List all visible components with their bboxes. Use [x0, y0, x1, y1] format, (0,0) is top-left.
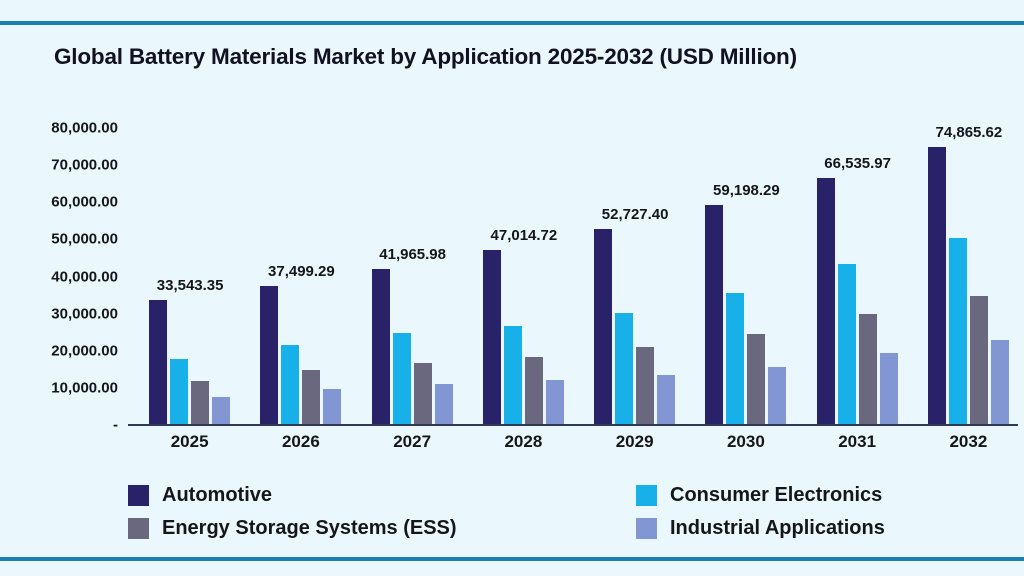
y-axis-tick-labels: 80,000.00 70,000.00 60,000.00 50,000.00 40,0… — [0, 0, 128, 576]
bar-2030-series-1[interactable] — [726, 292, 745, 425]
bar-2028-series-0[interactable] — [482, 250, 501, 425]
bar-cluster — [482, 128, 564, 425]
data-label-2027: 41,965.98 — [379, 246, 446, 264]
bar-2026-series-0[interactable] — [260, 285, 279, 425]
x-axis-tick-2027: 2027 — [393, 432, 432, 451]
bar-cluster — [594, 128, 676, 425]
bar-2027-series-2[interactable] — [413, 362, 432, 425]
plot-area — [128, 128, 1018, 425]
bar-2027-series-0[interactable] — [371, 269, 390, 425]
y-axis-tick-40000: 40,000.00 — [51, 268, 118, 285]
data-label-2030: 59,198.29 — [713, 182, 780, 200]
legend-item-0[interactable]: Automotive — [128, 484, 272, 507]
legend-swatch-icon-1 — [636, 485, 657, 506]
legend-swatch-icon-0 — [128, 485, 149, 506]
bar-2026-series-2[interactable] — [302, 370, 321, 425]
bar-group-2025 — [149, 128, 231, 425]
bar-cluster — [816, 128, 898, 425]
x-axis-tick-2032: 2032 — [949, 432, 988, 451]
bar-2028-series-2[interactable] — [524, 356, 543, 425]
bar-2025-series-3[interactable] — [212, 397, 231, 425]
bar-group-2029 — [594, 128, 676, 425]
y-axis-tick-70000: 70,000.00 — [51, 156, 118, 174]
bar-2031-series-1[interactable] — [837, 264, 856, 425]
bar-2029-series-3[interactable] — [657, 374, 676, 425]
legend-swatch-icon-2 — [128, 518, 149, 539]
data-label-2028: 47,014.72 — [490, 227, 558, 245]
bar-2032-series-1[interactable] — [948, 237, 967, 425]
data-label-2029: 52,727.40 — [601, 206, 669, 224]
bar-2031-series-2[interactable] — [858, 314, 877, 425]
x-axis-tick-2028: 2028 — [504, 432, 543, 451]
bar-group-2026 — [260, 128, 342, 425]
bar-cluster — [705, 128, 787, 425]
x-axis-tick-2026: 2026 — [281, 432, 320, 451]
legend-label-2: Energy Storage Systems (ESS) — [162, 517, 457, 539]
legend-swatch-icon-3 — [636, 518, 657, 539]
x-axis-tick-2025: 2025 — [170, 432, 209, 451]
legend-label-0: Automotive — [162, 484, 272, 506]
bar-2025-series-1[interactable] — [170, 358, 189, 425]
chart-legend: Automotive Consumer Electronics Energy Sto… — [128, 484, 958, 550]
bar-group-2031 — [816, 128, 898, 425]
data-label-2032: 74,865.62 — [935, 124, 1003, 142]
legend-label-1: Consumer Electronics — [670, 484, 883, 506]
bar-group-2030 — [705, 128, 787, 425]
bar-2027-series-1[interactable] — [392, 332, 411, 425]
bar-2027-series-3[interactable] — [434, 383, 453, 425]
bar-2028-series-1[interactable] — [503, 325, 522, 425]
y-axis-tick-60000: 60,000.00 — [51, 193, 118, 211]
bar-2026-series-1[interactable] — [281, 344, 300, 425]
bar-group-2028 — [482, 128, 564, 425]
x-axis-tick-2029: 2029 — [615, 432, 654, 451]
legend-item-2[interactable]: Energy Storage Systems (ESS) — [128, 517, 457, 540]
y-axis-tick-80000: 80,000.00 — [51, 119, 118, 137]
x-axis-tick-2031: 2031 — [838, 432, 877, 451]
bar-2029-series-2[interactable] — [636, 347, 655, 425]
bar-group-2032 — [927, 128, 1009, 425]
y-axis-tick-50000: 50,000.00 — [51, 230, 118, 248]
bar-2029-series-1[interactable] — [615, 312, 634, 425]
bar-2025-series-2[interactable] — [191, 380, 210, 425]
data-label-2026: 37,499.29 — [268, 262, 335, 280]
bar-cluster — [149, 128, 231, 425]
bar-2029-series-0[interactable] — [594, 229, 613, 425]
bar-2030-series-0[interactable] — [705, 205, 724, 425]
x-axis-line — [128, 424, 1018, 426]
data-label-2031: 66,535.97 — [824, 154, 891, 172]
bar-2025-series-0[interactable] — [149, 300, 168, 425]
bar-2032-series-0[interactable] — [927, 147, 946, 425]
legend-item-3[interactable]: Industrial Applications — [636, 517, 885, 540]
bar-2032-series-2[interactable] — [969, 296, 988, 425]
chart-title: Global Battery Materials Market by Appli… — [54, 44, 797, 69]
bar-group-2027 — [371, 128, 453, 425]
bar-cluster — [260, 128, 342, 425]
y-axis-tick-20000: 20,000.00 — [51, 342, 118, 360]
x-axis-tick-2030: 2030 — [726, 432, 765, 451]
bar-2026-series-3[interactable] — [323, 389, 342, 425]
legend-label-3: Industrial Applications — [670, 517, 885, 539]
bar-cluster — [371, 128, 453, 425]
bar-2030-series-2[interactable] — [747, 333, 766, 425]
bottom-divider-rule — [0, 557, 1024, 561]
legend-item-1[interactable]: Consumer Electronics — [636, 484, 882, 507]
y-axis-tick-0: - — [113, 416, 118, 434]
top-divider-rule — [0, 21, 1024, 25]
bar-2031-series-3[interactable] — [879, 352, 898, 425]
bar-2030-series-3[interactable] — [768, 366, 787, 425]
y-axis-tick-30000: 30,000.00 — [51, 305, 118, 323]
bar-cluster — [927, 128, 1009, 425]
data-label-2025: 33,543.35 — [156, 277, 224, 295]
y-axis-tick-10000: 10,000.00 — [51, 379, 118, 397]
bar-2028-series-3[interactable] — [545, 379, 564, 425]
bar-2031-series-0[interactable] — [816, 178, 835, 425]
bar-2032-series-3[interactable] — [990, 339, 1009, 425]
